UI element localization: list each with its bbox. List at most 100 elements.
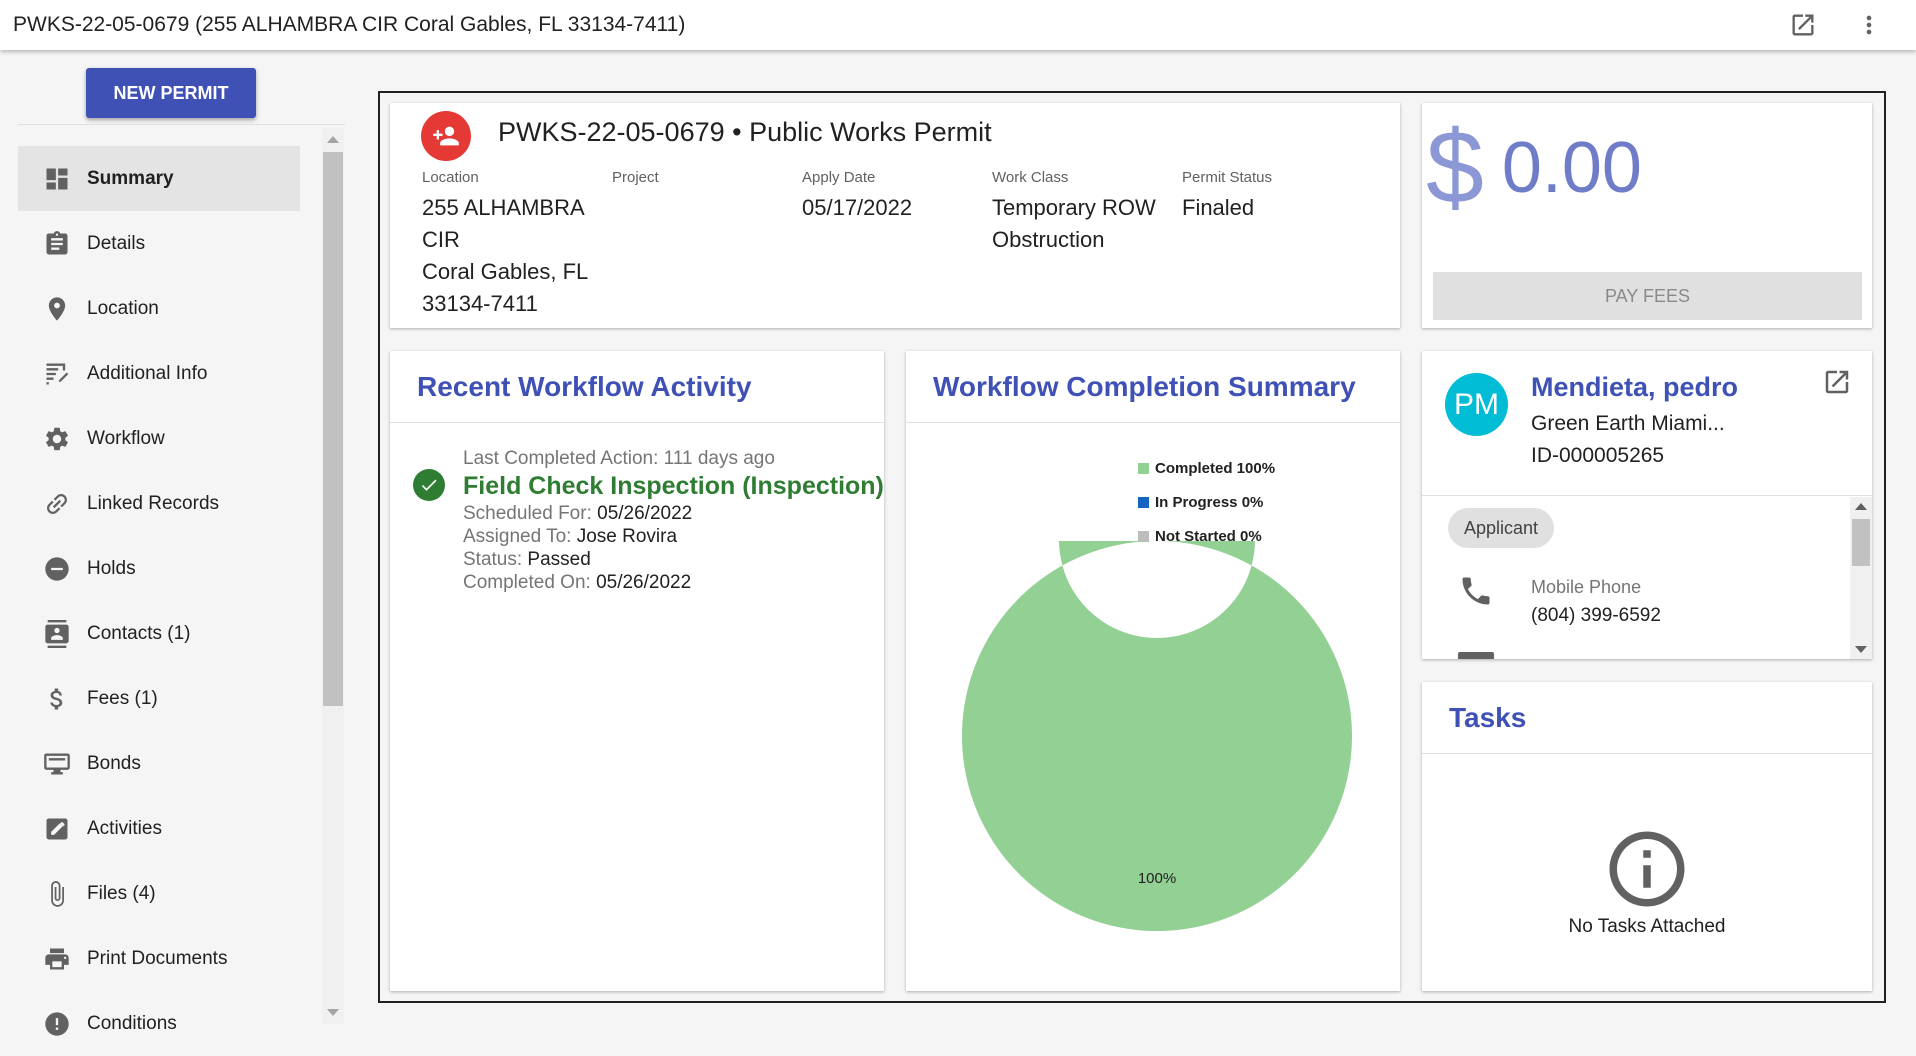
status-label: Status: [463, 549, 528, 570]
minus-circle-icon [42, 554, 72, 584]
link-icon [42, 489, 72, 519]
sidebar-scrollbar[interactable] [322, 128, 344, 1024]
sidebar-item-label: Bonds [87, 752, 141, 774]
permit-field-location: Location 255 ALHAMBRA CIR Coral Gables, … [422, 169, 602, 320]
slice-data-label: 100% [1138, 870, 1176, 887]
sidebar-item-label: Fees (1) [87, 687, 158, 709]
assigned-to: Assigned To: Jose Rovira [463, 525, 884, 548]
scheduled-value: 05/26/2022 [597, 503, 693, 524]
info-icon [1602, 824, 1692, 919]
status-value: Passed [527, 549, 591, 570]
sidebar-item-label: Details [87, 232, 146, 254]
contact-card: PM Mendieta, pedro Green Earth Miami... … [1422, 351, 1872, 659]
scroll-up-icon[interactable] [327, 136, 339, 143]
pencil-box-icon [42, 814, 72, 844]
status: Status: Passed [463, 548, 884, 571]
sidebar-item-details[interactable]: Details [18, 211, 300, 276]
sidebar: NEW PERMIT Summary Details Location Addi… [0, 50, 345, 1036]
sidebar-item-location[interactable]: Location [18, 276, 300, 341]
scroll-up-icon[interactable] [1855, 503, 1867, 510]
field-label: Permit Status [1182, 169, 1273, 186]
legend-label: Completed 100% [1155, 459, 1276, 477]
legend-swatch [1138, 530, 1149, 542]
scroll-down-icon[interactable] [1855, 646, 1867, 653]
sidebar-item-linked-records[interactable]: Linked Records [18, 471, 300, 536]
sidebar-item-additional-info[interactable]: Additional Info [18, 341, 300, 406]
title-bar: PWKS-22-05-0679 (255 ALHAMBRA CIR Coral … [0, 0, 1916, 50]
legend-label: In Progress 0% [1155, 493, 1264, 511]
completion-donut-chart: 100% [962, 541, 1352, 931]
legend-item[interactable]: Completed 100% [1138, 451, 1275, 485]
activity-details: Last Completed Action: 111 days ago Fiel… [463, 447, 884, 594]
field-value: Finaled [1182, 195, 1255, 220]
sidebar-item-files[interactable]: Files (4) [18, 861, 300, 926]
sidebar-item-label: Activities [87, 817, 162, 839]
legend-item[interactable]: In Progress 0% [1138, 485, 1275, 519]
field-value: Temporary ROW Obstruction [992, 192, 1172, 256]
window-title: PWKS-22-05-0679 (255 ALHAMBRA CIR Coral … [13, 13, 686, 36]
sidebar-item-bonds[interactable]: Bonds [18, 731, 300, 796]
map-pin-icon [42, 294, 72, 324]
sidebar-item-label: Holds [87, 557, 136, 579]
edit-note-icon [42, 359, 72, 389]
sidebar-item-label: Print Documents [87, 947, 228, 969]
sidebar-item-activities[interactable]: Activities [18, 796, 300, 861]
card-heading: Tasks [1422, 682, 1872, 754]
sidebar-item-workflow[interactable]: Workflow [18, 406, 300, 471]
scrollbar-thumb[interactable] [1852, 519, 1870, 566]
location-line: 255 ALHAMBRA [422, 195, 585, 220]
permit-header-card: PWKS-22-05-0679 • Public Works Permit Lo… [390, 103, 1400, 328]
permit-field-project: Project [612, 169, 792, 192]
assigned-label: Assigned To: [463, 526, 577, 547]
sidebar-item-label: Files (4) [87, 882, 156, 904]
new-permit-button[interactable]: NEW PERMIT [86, 68, 256, 118]
field-value: 255 ALHAMBRA CIR Coral Gables, FL 33134-… [422, 192, 602, 320]
scrollbar-thumb[interactable] [323, 152, 343, 706]
pay-fees-button[interactable]: PAY FEES [1433, 272, 1862, 320]
completed-on: Completed On: 05/26/2022 [463, 571, 884, 594]
no-tasks-text: No Tasks Attached [1568, 916, 1726, 937]
dollar-icon [42, 684, 72, 714]
sidebar-item-holds[interactable]: Holds [18, 536, 300, 601]
role-chip: Applicant [1448, 508, 1555, 548]
sidebar-item-print-documents[interactable]: Print Documents [18, 926, 300, 991]
sidebar-item-label: Location [87, 297, 159, 319]
fees-card: $ 0.00 PAY FEES [1422, 103, 1872, 328]
open-external-icon[interactable] [1822, 367, 1852, 402]
contact-name-link[interactable]: Mendieta, pedro [1531, 372, 1739, 402]
permit-avatar [421, 111, 471, 161]
field-label: Location [422, 169, 479, 186]
sidebar-item-label: Summary [87, 167, 174, 189]
sidebar-divider [18, 124, 345, 125]
field-label: Work Class [992, 169, 1069, 186]
phone-value[interactable]: (804) 399-6592 [1531, 605, 1661, 626]
legend-swatch [1138, 462, 1149, 474]
completed-label: Completed On: [463, 572, 597, 593]
permit-field-work-class: Work Class Temporary ROW Obstruction [992, 169, 1172, 256]
recent-workflow-activity-card: Recent Workflow Activity Last Completed … [390, 351, 884, 991]
contact-scrollbar[interactable] [1850, 497, 1872, 659]
activity-title-link[interactable]: Field Check Inspection (Inspection) [463, 472, 884, 500]
scheduled-for: Scheduled For: 05/26/2022 [463, 502, 884, 525]
printer-icon [42, 944, 72, 974]
more-vert-icon[interactable] [1852, 8, 1886, 42]
sidebar-item-summary[interactable]: Summary [18, 146, 300, 211]
open-external-icon[interactable] [1786, 8, 1820, 42]
scroll-down-icon[interactable] [327, 1009, 339, 1016]
tasks-card: Tasks No Tasks Attached [1422, 682, 1872, 991]
avatar: PM [1445, 373, 1508, 436]
currency-symbol: $ [1426, 110, 1484, 226]
sidebar-nav: Summary Details Location Additional Info… [18, 146, 300, 1056]
field-label: Project [612, 169, 659, 186]
paperclip-icon [42, 879, 72, 909]
sidebar-item-label: Additional Info [87, 362, 208, 384]
summary-icon [42, 164, 72, 194]
card-heading: Recent Workflow Activity [390, 351, 884, 423]
contact-card-icon [42, 619, 72, 649]
check-circle-icon [413, 469, 445, 501]
sidebar-item-fees[interactable]: Fees (1) [18, 666, 300, 731]
bond-icon [42, 749, 72, 779]
sidebar-item-contacts[interactable]: Contacts (1) [18, 601, 300, 666]
permit-field-status: Permit Status Finaled [1182, 169, 1362, 224]
donut-slice[interactable] [962, 541, 1352, 931]
